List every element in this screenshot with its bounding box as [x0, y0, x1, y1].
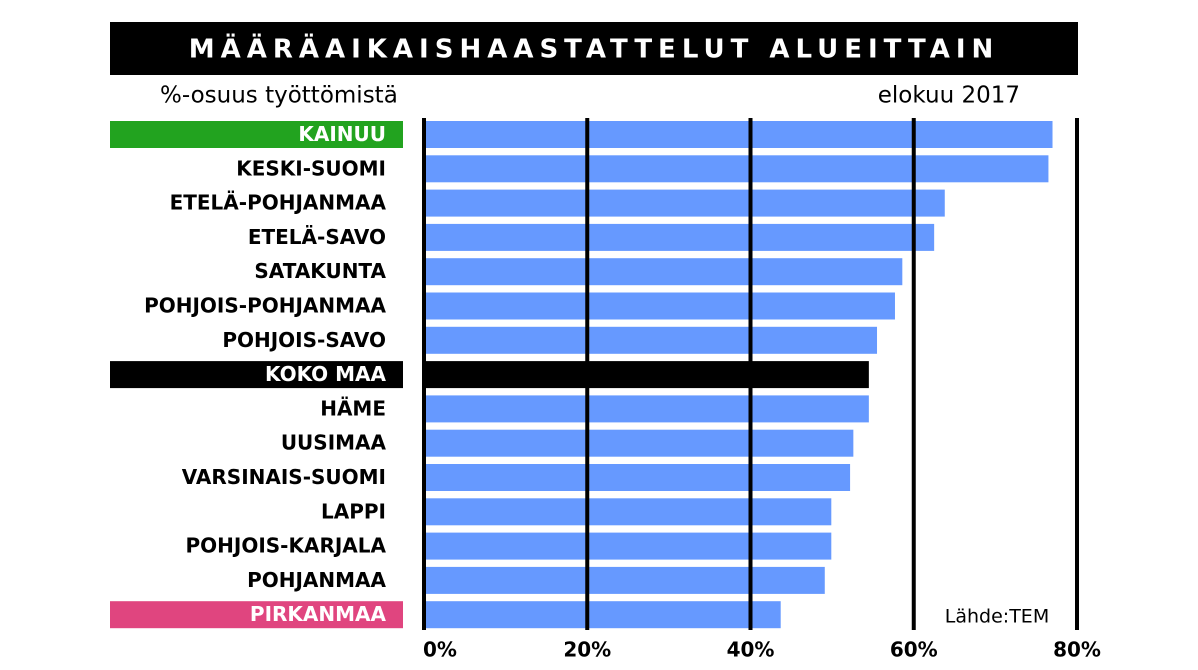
category-label: LAPPI	[321, 499, 386, 523]
bar	[424, 258, 903, 286]
bar	[424, 292, 895, 320]
category-label: ETELÄ-POHJANMAA	[170, 191, 387, 215]
category-label: UUSIMAA	[281, 431, 387, 455]
bar	[424, 429, 854, 457]
bar	[424, 155, 1049, 183]
x-tick-label: 60%	[890, 638, 938, 662]
category-label: POHJOIS-KARJALA	[185, 534, 386, 558]
bar	[424, 121, 1053, 148]
category-label: KOKO MAA	[265, 362, 387, 386]
bar	[424, 532, 832, 560]
category-label: POHJOIS-POHJANMAA	[144, 294, 386, 318]
category-label: POHJANMAA	[247, 568, 386, 592]
x-tick-label: 40%	[727, 638, 775, 662]
category-label: KAINUU	[298, 122, 386, 146]
category-label: VARSINAIS-SUOMI	[182, 465, 386, 489]
bar	[424, 601, 781, 629]
label-highlight	[110, 121, 403, 148]
category-label: ETELÄ-SAVO	[248, 225, 386, 249]
bar	[424, 395, 869, 423]
date: elokuu 2017	[878, 83, 1020, 109]
bar	[424, 464, 851, 491]
bar	[424, 189, 945, 217]
chart-title: MÄÄRÄAIKAISHAASTATTELUT ALUEITTAIN	[189, 33, 1000, 65]
label-highlight	[110, 361, 403, 389]
bar	[424, 223, 935, 251]
bar	[424, 566, 825, 594]
category-label: HÄME	[320, 396, 386, 420]
source: Lähde:TEM	[945, 606, 1049, 628]
bar	[424, 498, 832, 526]
bar	[424, 361, 869, 389]
category-label: SATAKUNTA	[254, 259, 386, 283]
category-label: PIRKANMAA	[250, 602, 387, 626]
label-highlight	[110, 601, 403, 629]
x-tick-label: 20%	[563, 638, 611, 662]
source-bg	[932, 602, 1062, 630]
x-tick-label: 80%	[1053, 638, 1101, 662]
title-box	[110, 22, 1078, 75]
bar	[424, 326, 878, 354]
category-label: POHJOIS-SAVO	[222, 328, 386, 352]
category-label: KESKI-SUOMI	[236, 156, 386, 180]
subtitle: %-osuus työttömistä	[160, 83, 398, 109]
x-tick-label: 0%	[423, 638, 457, 662]
